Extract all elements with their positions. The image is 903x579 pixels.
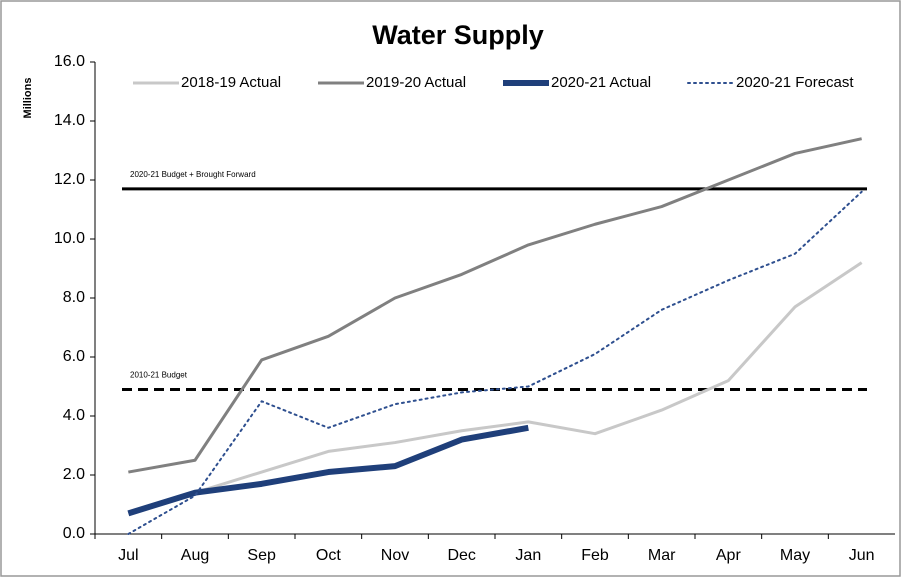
x-tick-label: Jan (515, 547, 541, 564)
legend-label: 2020-21 Forecast (736, 74, 854, 91)
x-tick-label: Mar (648, 547, 676, 564)
chart-title: Water Supply (372, 20, 544, 50)
y-tick-label: 10.0 (54, 230, 85, 247)
x-tick-label: Dec (447, 547, 475, 564)
legend-label: 2018-19 Actual (181, 74, 281, 91)
series-line (127, 261, 863, 515)
x-tick-label: Jul (118, 547, 138, 564)
y-tick-label: 0.0 (63, 525, 85, 542)
x-tick-label: Nov (381, 547, 409, 564)
y-axis-label: Millions (22, 78, 34, 119)
x-tick-label: May (780, 547, 810, 564)
reference-label: 2010-21 Budget (130, 371, 188, 380)
y-tick-label: 6.0 (63, 348, 85, 365)
x-tick-label: Oct (316, 547, 341, 564)
x-tick-label: Aug (181, 547, 209, 564)
legend-label: 2019-20 Actual (366, 74, 466, 91)
y-tick-label: 4.0 (63, 407, 85, 424)
reference-label: 2020-21 Budget + Brought Forward (130, 170, 256, 179)
x-tick-label: Feb (581, 547, 609, 564)
y-tick-label: 16.0 (54, 53, 85, 70)
series-line (128, 137, 862, 474)
y-tick-label: 12.0 (54, 171, 85, 188)
x-tick-label: Sep (247, 547, 276, 564)
x-tick-label: Jun (849, 547, 875, 564)
legend-label: 2020-21 Actual (551, 74, 651, 91)
series-line (127, 424, 529, 517)
series-line (127, 190, 863, 535)
y-tick-label: 14.0 (54, 112, 85, 129)
y-tick-label: 8.0 (63, 289, 85, 306)
x-tick-label: Apr (716, 547, 742, 564)
y-tick-label: 2.0 (63, 466, 85, 483)
